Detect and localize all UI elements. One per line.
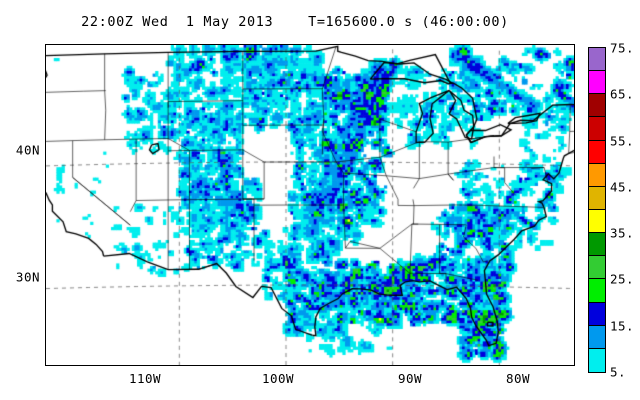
colorbar-tick-25: 25. [610, 271, 635, 287]
colorbar-tick-5: 5. [610, 364, 627, 380]
colorbar-band-65-70 [589, 71, 605, 95]
map-plot-area [45, 44, 575, 366]
colorbar-tick-55: 55. [610, 133, 635, 149]
x-axis-tick-80w: 80W [505, 371, 531, 386]
colorbar-band-35-40 [589, 209, 605, 234]
colorbar-tick-15: 15. [610, 318, 635, 334]
chart-title: 22:00Z Wed 1 May 2013 T=165600.0 s (46:0… [81, 14, 509, 30]
y-axis-tick-40n: 40N [15, 142, 40, 158]
y-axis-tick-30n: 30N [15, 269, 40, 285]
x-axis-tick-100w: 100W [261, 371, 295, 386]
colorbar-band-70-75 [589, 48, 605, 72]
reflectivity-map-canvas [46, 45, 574, 365]
colorbar-tick-35: 35. [610, 225, 635, 241]
x-axis-tick-90w: 90W [397, 371, 423, 386]
colorbar [588, 47, 606, 373]
colorbar-band-30-35 [589, 233, 605, 257]
x-axis-tick-110w: 110W [128, 371, 162, 386]
colorbar-tick-75: 75. [610, 40, 635, 56]
colorbar-band-55-60 [589, 117, 605, 141]
colorbar-band-5-10 [589, 348, 605, 372]
colorbar-tick-45: 45. [610, 179, 635, 195]
colorbar-band-25-30 [589, 256, 605, 280]
colorbar-band-15-20 [589, 302, 605, 326]
colorbar-tick-65: 65. [610, 86, 635, 102]
colorbar-band-40-45 [589, 186, 605, 210]
colorbar-band-20-25 [589, 279, 605, 303]
colorbar-band-50-55 [589, 140, 605, 164]
colorbar-band-45-50 [589, 163, 605, 187]
colorbar-band-60-65 [589, 94, 605, 118]
colorbar-band-10-15 [589, 325, 605, 349]
